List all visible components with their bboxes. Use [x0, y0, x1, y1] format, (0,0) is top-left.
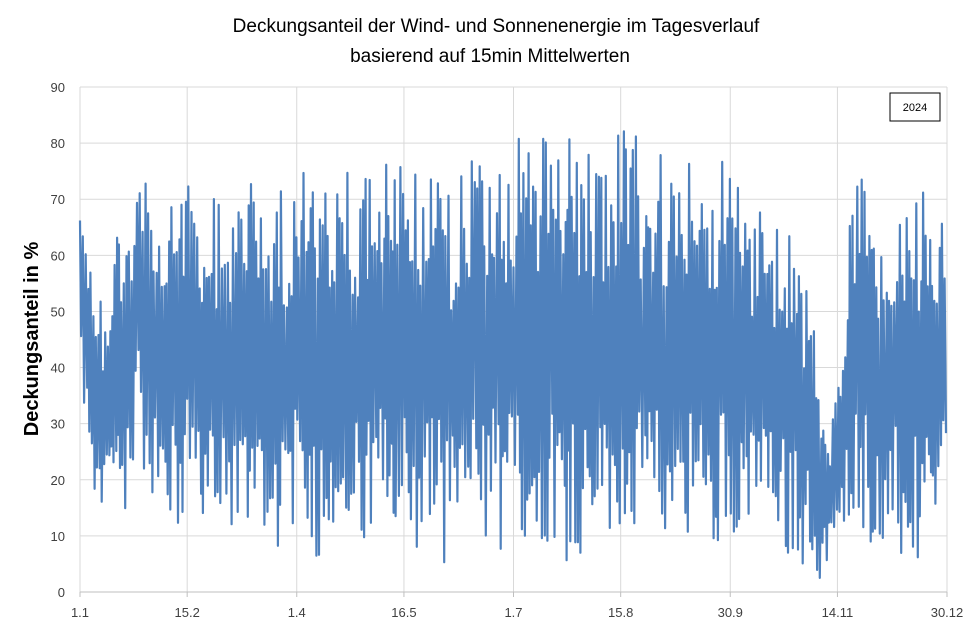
y-tick-label: 10 — [51, 529, 65, 544]
y-tick-label: 90 — [51, 80, 65, 95]
x-tick-label: 15.2 — [175, 605, 200, 620]
y-axis-label: Deckungsanteil in % — [21, 242, 43, 437]
series-line — [78, 130, 948, 580]
x-tick-label: 1.4 — [288, 605, 306, 620]
x-tick-label: 16.5 — [391, 605, 416, 620]
y-tick-label: 20 — [51, 473, 65, 488]
y-tick-label: 40 — [51, 361, 65, 376]
chart-subtitle: basierend auf 15min Mittelwerten — [350, 46, 630, 67]
legend-label: 2024 — [903, 102, 927, 114]
x-tick-label: 30.9 — [718, 605, 743, 620]
y-tick-label: 60 — [51, 248, 65, 263]
y-tick-label: 50 — [51, 304, 65, 319]
y-tick-label: 0 — [58, 585, 65, 600]
x-tick-label: 1.7 — [504, 605, 522, 620]
x-tick-labels: 1.1 15.2 1.4 16.5 1.7 15.8 30.9 14.11 30.12 — [71, 605, 963, 620]
legend-box: 2024 — [889, 92, 941, 122]
y-tick-label: 30 — [51, 417, 65, 432]
x-tick-label: 14.11 — [822, 605, 854, 620]
y-tick-label: 80 — [51, 136, 65, 151]
x-tick-label: 1.1 — [71, 605, 89, 620]
chart-title: Deckungsanteil der Wind- und Sonnenenerg… — [233, 16, 760, 37]
y-tick-label: 70 — [51, 192, 65, 207]
series-layer — [78, 130, 948, 580]
legend-frame — [889, 92, 941, 122]
axes — [79, 591, 948, 597]
y-tick-labels: 0 10 20 30 40 50 60 70 80 90 — [51, 80, 65, 600]
x-tick-label: 15.8 — [608, 605, 633, 620]
x-tick-label: 30.12 — [931, 605, 964, 620]
